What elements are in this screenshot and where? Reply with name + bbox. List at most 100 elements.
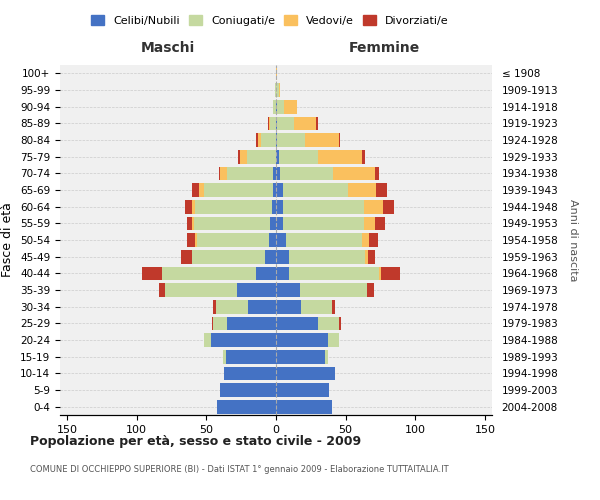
Bar [271, 216, 276, 230]
Bar [271, 116, 276, 130]
Bar [265, 250, 276, 264]
Bar [142, 266, 162, 280]
Bar [276, 216, 283, 230]
Bar [365, 250, 368, 264]
Text: COMUNE DI OCCHIEPPO SUPERIORE (BI) - Dati ISTAT 1° gennaio 2009 - Elaborazione T: COMUNE DI OCCHIEPPO SUPERIORE (BI) - Dat… [30, 465, 449, 474]
Bar [219, 166, 220, 180]
Bar [212, 316, 213, 330]
Bar [276, 300, 301, 314]
Bar [301, 300, 332, 314]
Bar [375, 216, 385, 230]
Bar [248, 300, 276, 314]
Bar [276, 133, 277, 147]
Bar [276, 166, 280, 180]
Bar [284, 100, 297, 114]
Bar [256, 133, 258, 147]
Bar [349, 183, 376, 197]
Bar [273, 166, 276, 180]
Text: Popolazione per età, sesso e stato civile - 2009: Popolazione per età, sesso e stato civil… [30, 435, 361, 448]
Bar [187, 233, 195, 247]
Bar [217, 400, 276, 413]
Bar [276, 83, 279, 97]
Bar [220, 166, 227, 180]
Bar [213, 300, 216, 314]
Y-axis label: Anni di nascita: Anni di nascita [568, 198, 578, 281]
Bar [383, 200, 394, 213]
Bar [276, 366, 335, 380]
Bar [380, 266, 400, 280]
Bar [269, 116, 271, 130]
Bar [276, 316, 318, 330]
Bar [318, 316, 339, 330]
Bar [294, 116, 316, 130]
Bar [375, 166, 379, 180]
Bar [275, 83, 276, 97]
Bar [283, 200, 364, 213]
Bar [279, 150, 318, 164]
Bar [316, 116, 318, 130]
Bar [213, 316, 227, 330]
Bar [277, 133, 305, 147]
Bar [276, 150, 279, 164]
Bar [220, 383, 276, 397]
Bar [194, 216, 271, 230]
Bar [362, 233, 370, 247]
Text: Femmine: Femmine [349, 41, 419, 55]
Bar [277, 116, 294, 130]
Bar [197, 233, 269, 247]
Bar [289, 266, 379, 280]
Bar [162, 266, 256, 280]
Bar [240, 150, 247, 164]
Bar [305, 133, 339, 147]
Bar [193, 216, 194, 230]
Bar [199, 183, 203, 197]
Bar [368, 250, 375, 264]
Bar [238, 150, 240, 164]
Bar [276, 250, 289, 264]
Bar [216, 300, 248, 314]
Bar [276, 383, 329, 397]
Bar [280, 166, 333, 180]
Legend: Celibi/Nubili, Coniugati/e, Vedovi/e, Divorziati/e: Celibi/Nubili, Coniugati/e, Vedovi/e, Di… [87, 10, 453, 30]
Bar [276, 116, 277, 130]
Bar [247, 150, 276, 164]
Y-axis label: Fasce di età: Fasce di età [1, 202, 14, 278]
Bar [276, 266, 289, 280]
Bar [193, 200, 195, 213]
Bar [332, 300, 335, 314]
Bar [276, 400, 332, 413]
Bar [237, 283, 276, 297]
Bar [256, 266, 276, 280]
Bar [362, 150, 365, 164]
Bar [195, 233, 197, 247]
Bar [193, 250, 265, 264]
Bar [272, 200, 276, 213]
Bar [276, 333, 328, 347]
Bar [226, 350, 276, 364]
Bar [364, 216, 375, 230]
Bar [289, 250, 365, 264]
Bar [203, 183, 273, 197]
Bar [276, 283, 299, 297]
Bar [227, 316, 276, 330]
Bar [258, 133, 260, 147]
Bar [223, 350, 226, 364]
Bar [318, 150, 362, 164]
Bar [279, 83, 280, 97]
Bar [367, 283, 374, 297]
Bar [187, 216, 193, 230]
Bar [376, 183, 388, 197]
Bar [276, 200, 283, 213]
Bar [276, 66, 277, 80]
Bar [370, 233, 378, 247]
Bar [339, 133, 340, 147]
Bar [273, 183, 276, 197]
Bar [260, 133, 276, 147]
Bar [195, 200, 272, 213]
Bar [286, 233, 362, 247]
Bar [333, 166, 375, 180]
Bar [224, 366, 276, 380]
Bar [339, 316, 341, 330]
Bar [268, 116, 269, 130]
Bar [211, 333, 276, 347]
